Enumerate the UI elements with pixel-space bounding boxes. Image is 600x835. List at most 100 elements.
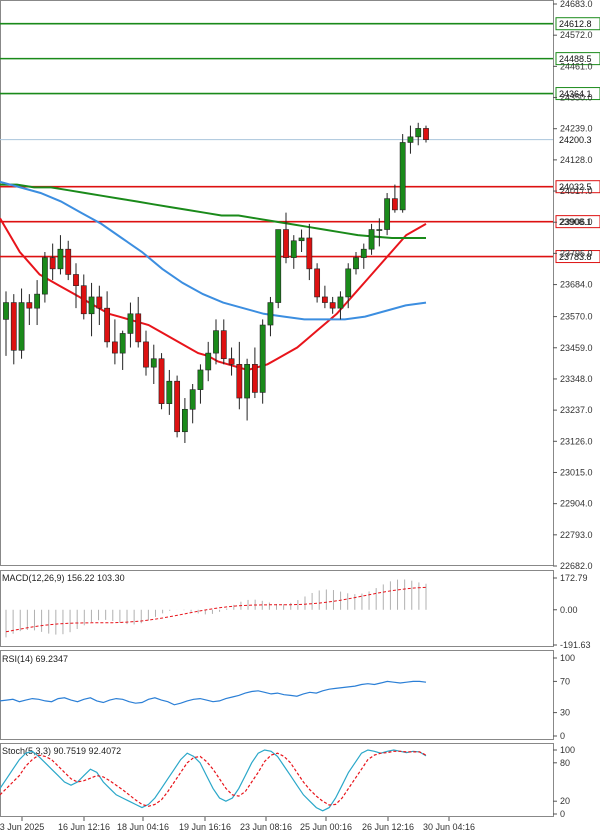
- price-levels-layer: 24612.8 24488.5 24364.1 24032.5 23908.1 23783…: [0, 17, 600, 264]
- candle-body: [391, 198, 398, 211]
- stoch-title: Stoch(5,3,3) 90.7519 92.4072: [2, 746, 121, 756]
- stoch-tick-label: 0: [560, 809, 565, 819]
- candle-body: [181, 408, 188, 433]
- price-tick-label: 24128.0: [560, 155, 593, 165]
- candle-body: [10, 302, 17, 351]
- level-label: 23908.1: [559, 217, 592, 227]
- candle-body: [423, 128, 429, 140]
- candle-body: [80, 285, 87, 315]
- macd-signal-line: [5, 586, 427, 633]
- current-price-label: 24200.3: [559, 135, 592, 145]
- candle-body: [283, 229, 289, 258]
- time-tick-label: 23 Jun 08:16: [240, 822, 292, 832]
- candle-body: [3, 302, 9, 320]
- candle-body: [298, 237, 305, 242]
- rsi-title: RSI(14) 69.2347: [2, 654, 68, 664]
- level-badge: [555, 215, 600, 229]
- ma-blue-line: [0, 180, 427, 321]
- rsi-tick-label: 100: [560, 653, 575, 663]
- price-tick-label: 23237.0: [560, 405, 593, 415]
- rsi-axis: 100 70 30 0: [553, 653, 575, 741]
- stoch-lines-layer: [0, 749, 427, 812]
- candle-body: [205, 352, 212, 371]
- rsi-tick-label: 30: [560, 708, 570, 718]
- candle-body: [267, 302, 274, 326]
- macd-title: MACD(12,26,9) 156.22 103.30: [2, 573, 125, 583]
- candle-body: [18, 302, 25, 351]
- price-tick-label: 23015.0: [560, 467, 593, 477]
- time-tick-label: 19 Jun 16:16: [179, 822, 231, 832]
- level-badge: [555, 87, 600, 101]
- price-tick-label: 23348.0: [560, 374, 593, 384]
- time-tick-label: 26 Jun 12:16: [362, 822, 414, 832]
- time-tick-label: 30 Jun 04:16: [423, 822, 475, 832]
- level-label: 24488.5: [559, 54, 592, 64]
- candle-body: [244, 364, 251, 399]
- candle-body: [73, 274, 79, 287]
- level-label: 24612.8: [559, 19, 592, 29]
- price-tick-label: 24239.0: [560, 124, 593, 134]
- candle-body: [166, 380, 173, 404]
- candle-body: [290, 240, 297, 258]
- current-price-badge: [556, 133, 596, 146]
- price-tick-label: 23795.0: [560, 248, 593, 258]
- candle-body: [259, 324, 266, 393]
- candle-body: [360, 248, 367, 258]
- rsi-line: [0, 680, 427, 706]
- price-tick-label: 24461.0: [560, 61, 593, 71]
- price-tick-label: 24350.0: [560, 93, 593, 103]
- candle-body: [251, 364, 258, 393]
- price-tick-label: 24572.0: [560, 30, 593, 40]
- stoch-tick-label: 100: [560, 745, 575, 755]
- time-tick-label: 18 Jun 04:16: [117, 822, 169, 832]
- price-tick-label: 23906.0: [560, 217, 593, 227]
- price-tick-label: 23459.0: [560, 343, 593, 353]
- candle-body: [119, 333, 126, 354]
- candle-body: [150, 358, 157, 368]
- candle-body: [88, 296, 95, 315]
- candle-body: [399, 142, 406, 211]
- level-label: 23783.8: [559, 252, 592, 262]
- candle-body: [345, 268, 352, 298]
- candle-body: [353, 257, 359, 270]
- price-tick-label: 24017.0: [560, 186, 593, 196]
- price-axis: 24683.0 24572.0 24461.0 24350.0 24239.0 24128…: [553, 0, 593, 571]
- level-label: 24032.5: [559, 182, 592, 192]
- macd-histogram: [5, 579, 427, 638]
- candle-body: [306, 237, 313, 270]
- macd-tick-label: 172.79: [560, 573, 588, 583]
- macd-axis: 172.79 0.00 -191.63: [553, 573, 591, 650]
- candle-body: [49, 257, 56, 270]
- candle-body: [368, 229, 375, 250]
- candle-body: [314, 268, 321, 298]
- candles-layer: [3, 122, 429, 443]
- candle-body: [143, 341, 149, 368]
- candle-body: [213, 330, 219, 354]
- price-tick-label: 23126.0: [560, 436, 593, 446]
- stoch-k-line: [0, 749, 427, 812]
- price-tick-label: 22682.0: [560, 561, 593, 571]
- macd-tick-label: -191.63: [560, 640, 591, 650]
- candle-body: [26, 302, 33, 309]
- rsi-panel: [0, 650, 554, 740]
- candle-body: [135, 313, 142, 343]
- candle-body: [34, 293, 41, 309]
- ma-green-line: [0, 183, 426, 239]
- candle-body: [228, 358, 235, 365]
- candle-body: [189, 389, 196, 410]
- candle-body: [384, 198, 391, 230]
- time-tick-label: 25 Jun 00:16: [300, 822, 352, 832]
- candle-body: [275, 229, 282, 303]
- rsi-tick-label: 0: [560, 731, 565, 741]
- price-tick-label: 22793.0: [560, 530, 593, 540]
- candle-body: [407, 136, 414, 143]
- price-tick-label: 23570.0: [560, 312, 593, 322]
- stoch-d-line: [0, 750, 427, 807]
- price-tick-label: 23684.0: [560, 280, 593, 290]
- rsi-line-layer: [0, 680, 427, 706]
- price-tick-label: 22904.0: [560, 499, 593, 509]
- time-tick-label: 16 Jun 12:16: [58, 822, 110, 832]
- candle-body: [321, 296, 328, 303]
- stoch-tick-label: 80: [560, 758, 570, 768]
